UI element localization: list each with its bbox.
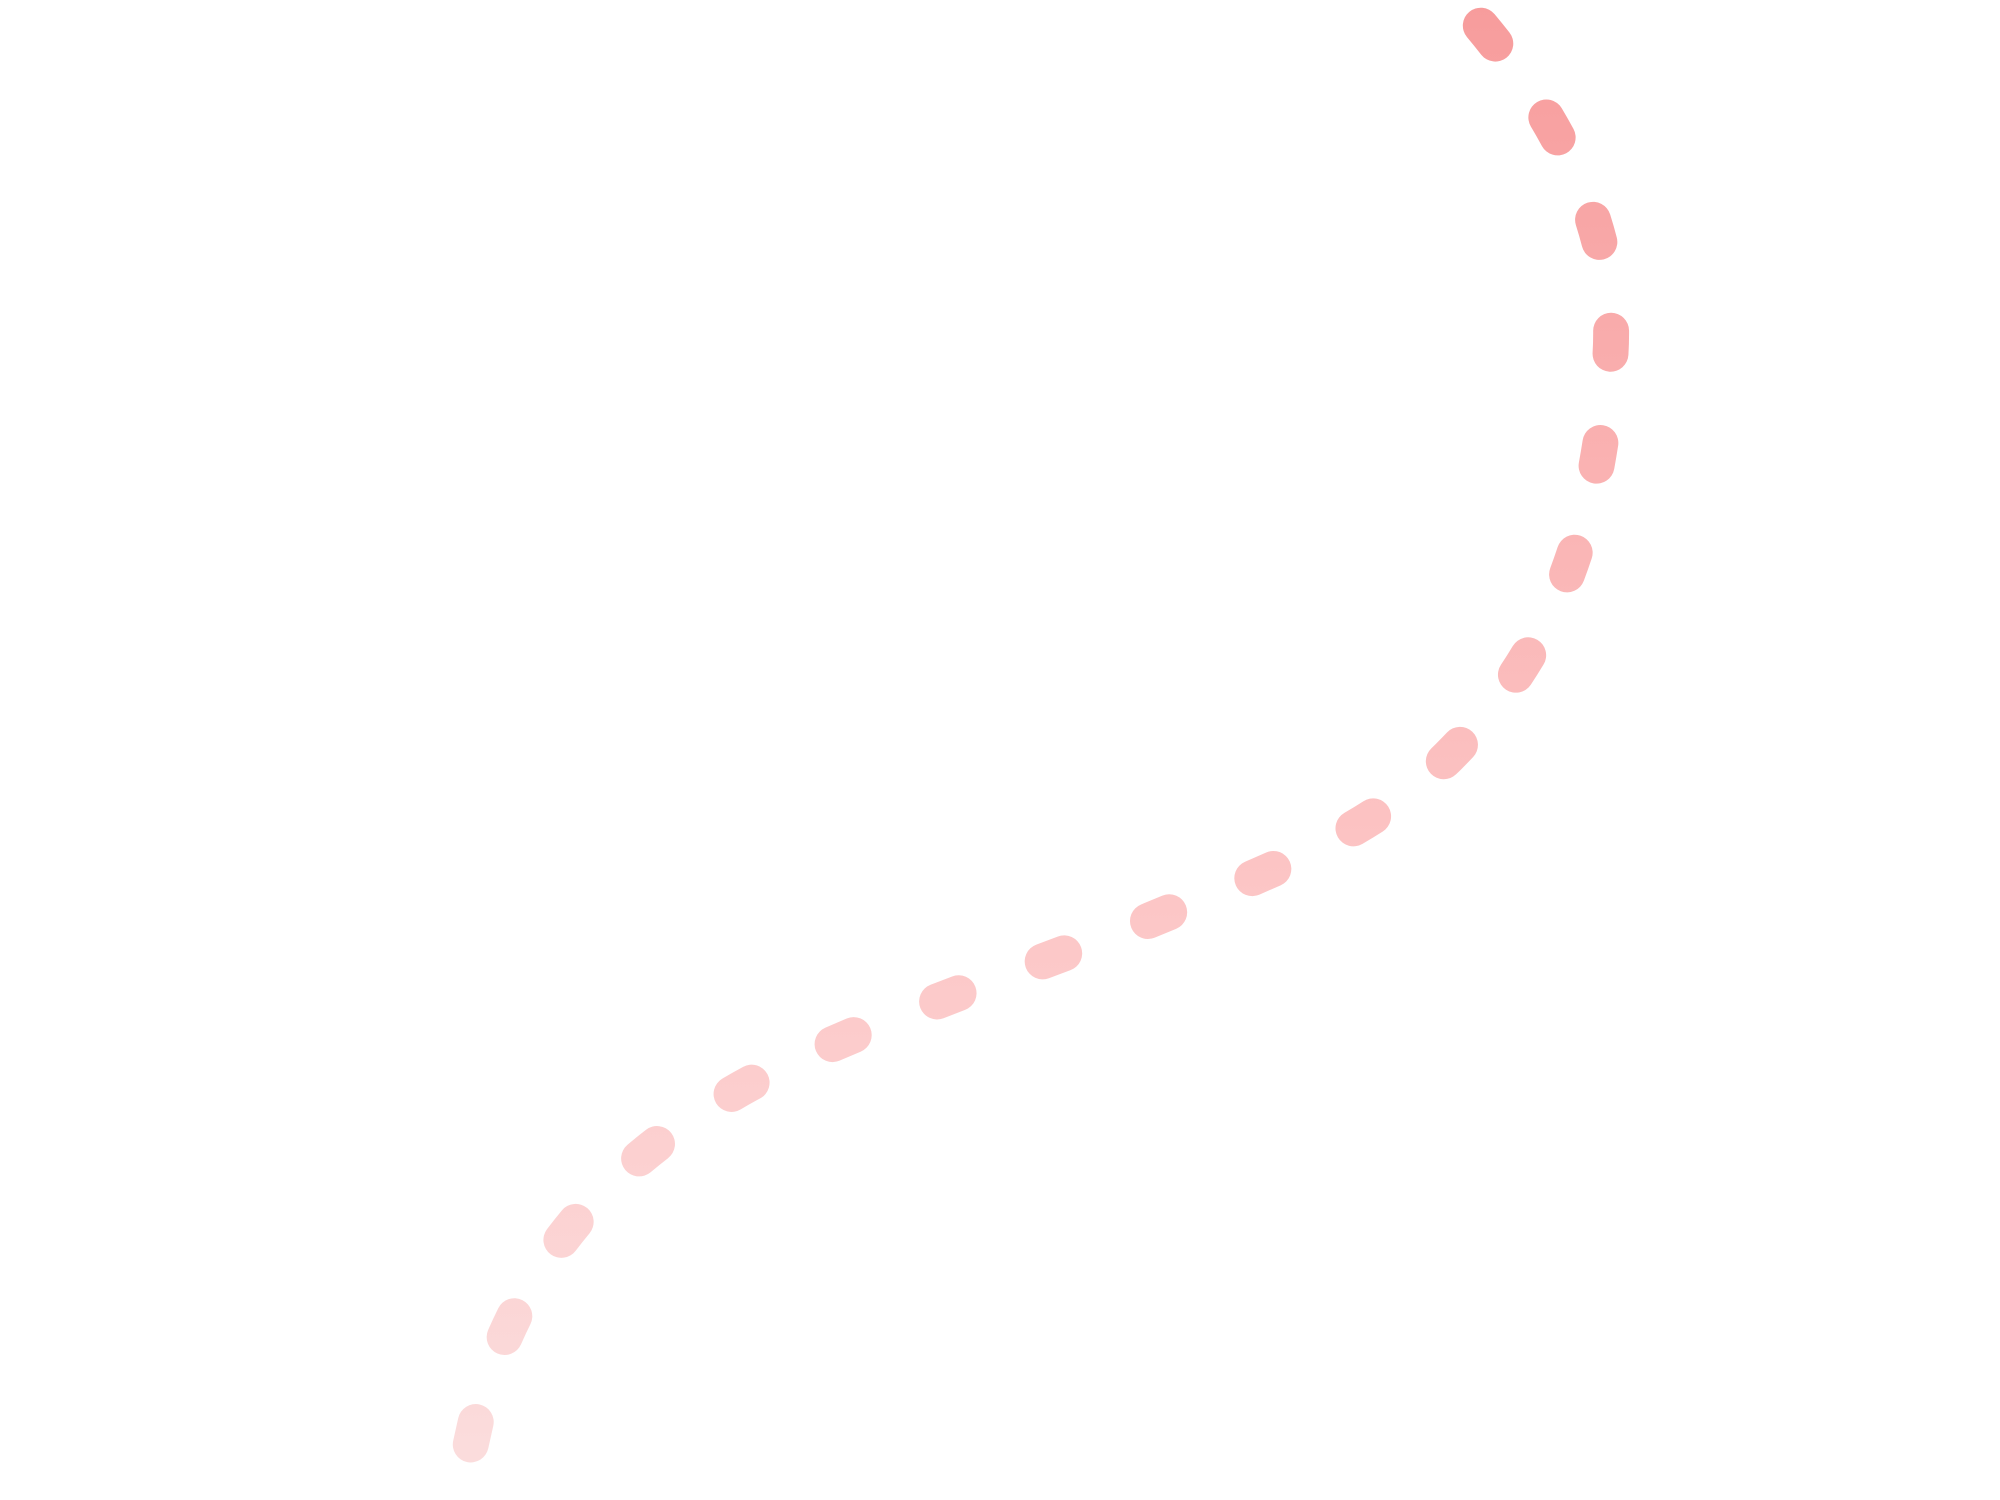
dashed-curve	[446, 7, 1630, 1493]
